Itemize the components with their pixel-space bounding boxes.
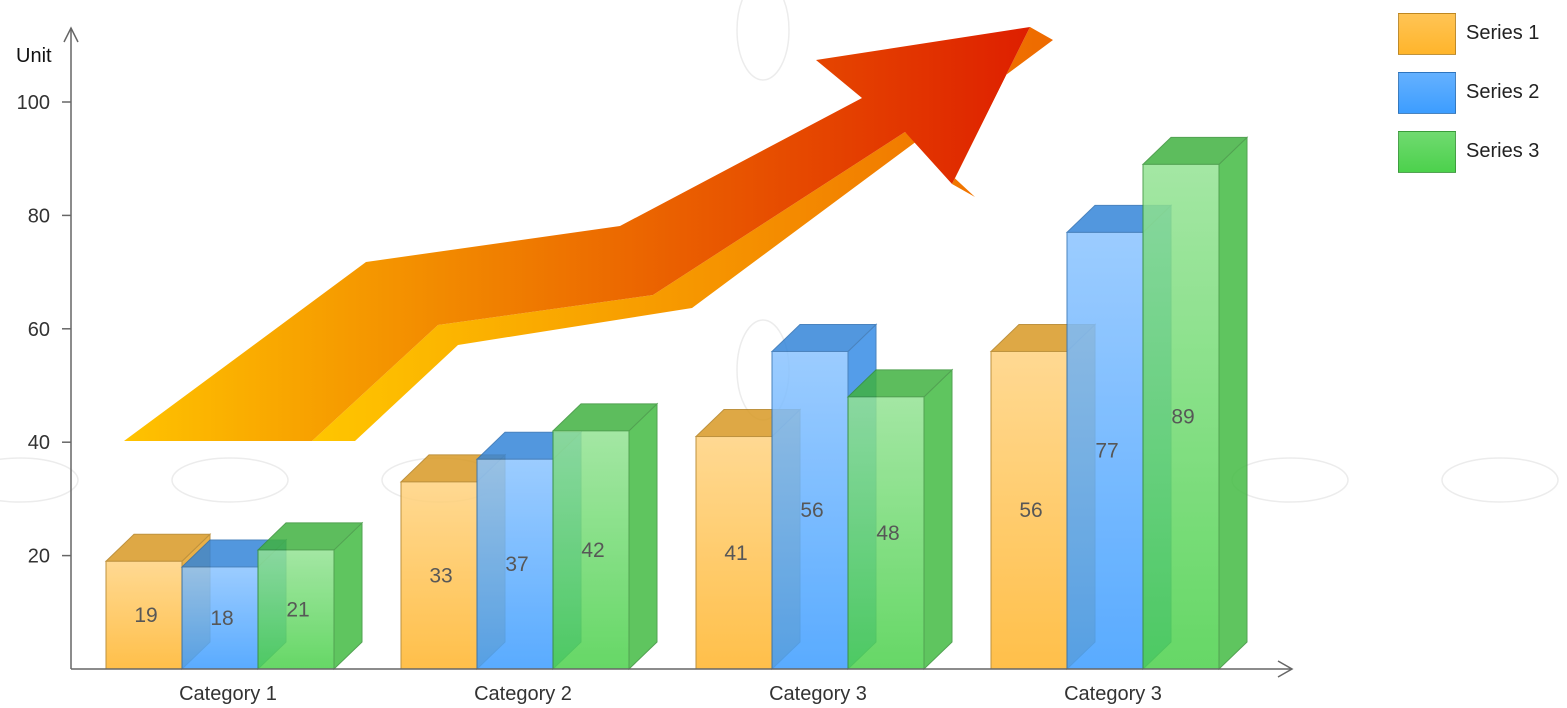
trend-arrow-decoration bbox=[124, 27, 1053, 441]
legend-swatch-series-3 bbox=[1398, 130, 1456, 173]
y-axis-unit-label: Unit bbox=[16, 45, 52, 67]
x-categories: Category 1 Category 2 Category 3 Category 3 bbox=[179, 683, 1162, 705]
legend: Series 1 Series 2 Series 3 bbox=[1398, 4, 1539, 181]
bar-value-label: 33 bbox=[429, 564, 452, 587]
bar-side bbox=[923, 368, 953, 671]
bar-value-label: 18 bbox=[210, 607, 233, 630]
bar-side bbox=[1218, 136, 1248, 671]
legend-label-series-2: Series 2 bbox=[1466, 81, 1540, 103]
bar-front bbox=[1142, 163, 1220, 670]
bar-value-label: 42 bbox=[581, 539, 604, 562]
bar-value-label: 89 bbox=[1171, 406, 1194, 429]
bar-value-label: 56 bbox=[800, 499, 823, 522]
x-category-label: Category 3 bbox=[769, 683, 867, 705]
y-tick-label: 80 bbox=[28, 205, 50, 227]
bar-front bbox=[476, 458, 554, 670]
trend-arrow-side bbox=[312, 27, 1053, 441]
y-tick-label: 20 bbox=[28, 546, 50, 568]
legend-label-series-1: Series 1 bbox=[1466, 22, 1540, 44]
x-category-label: Category 1 bbox=[179, 683, 277, 705]
bar-value-label: 37 bbox=[505, 553, 528, 576]
bar-series-3-cat-4: 89 bbox=[1141, 136, 1249, 671]
bar-front bbox=[400, 481, 478, 670]
bar-series-3-cat-2: 42 bbox=[551, 402, 659, 671]
bar-side bbox=[628, 402, 658, 671]
y-tick-label: 60 bbox=[28, 319, 50, 341]
bar-value-label: 77 bbox=[1095, 440, 1118, 463]
bar-value-label: 41 bbox=[724, 542, 747, 565]
bar-front bbox=[257, 549, 335, 670]
legend-item-series-2: Series 2 bbox=[1398, 63, 1539, 122]
y-ticks: 20 40 60 80 100 bbox=[17, 92, 71, 568]
legend-swatch-series-2 bbox=[1398, 71, 1456, 114]
axes bbox=[63, 26, 1294, 678]
bar-front bbox=[1066, 231, 1144, 670]
bar-front bbox=[990, 350, 1068, 670]
bar-front bbox=[105, 560, 183, 670]
bar-value-label: 19 bbox=[134, 604, 157, 627]
bar-front bbox=[181, 566, 259, 670]
x-category-label: Category 3 bbox=[1064, 683, 1162, 705]
y-tick-label: 40 bbox=[28, 432, 50, 454]
legend-item-series-1: Series 1 bbox=[1398, 4, 1539, 63]
bar-series-3-cat-1: 21 bbox=[256, 521, 364, 671]
bars-layer: 19 18 21 33 37 42 41 56 48 56 77 89 bbox=[104, 136, 1249, 671]
legend-label-series-3: Series 3 bbox=[1466, 140, 1540, 162]
trend-arrow-face bbox=[124, 27, 1030, 441]
y-tick-label: 100 bbox=[17, 92, 50, 114]
bar-front bbox=[771, 350, 849, 670]
x-category-label: Category 2 bbox=[474, 683, 572, 705]
bar-value-label: 56 bbox=[1019, 499, 1042, 522]
bar-front bbox=[847, 396, 925, 670]
bar-value-label: 48 bbox=[876, 522, 899, 545]
legend-item-series-3: Series 3 bbox=[1398, 122, 1539, 181]
y-axis-arrow bbox=[63, 26, 79, 43]
bar-front bbox=[552, 430, 630, 670]
bar-series-3-cat-3: 48 bbox=[846, 368, 954, 671]
bar-value-label: 21 bbox=[286, 598, 309, 621]
x-axis-arrow bbox=[1277, 660, 1294, 678]
legend-swatch-series-1 bbox=[1398, 12, 1456, 55]
